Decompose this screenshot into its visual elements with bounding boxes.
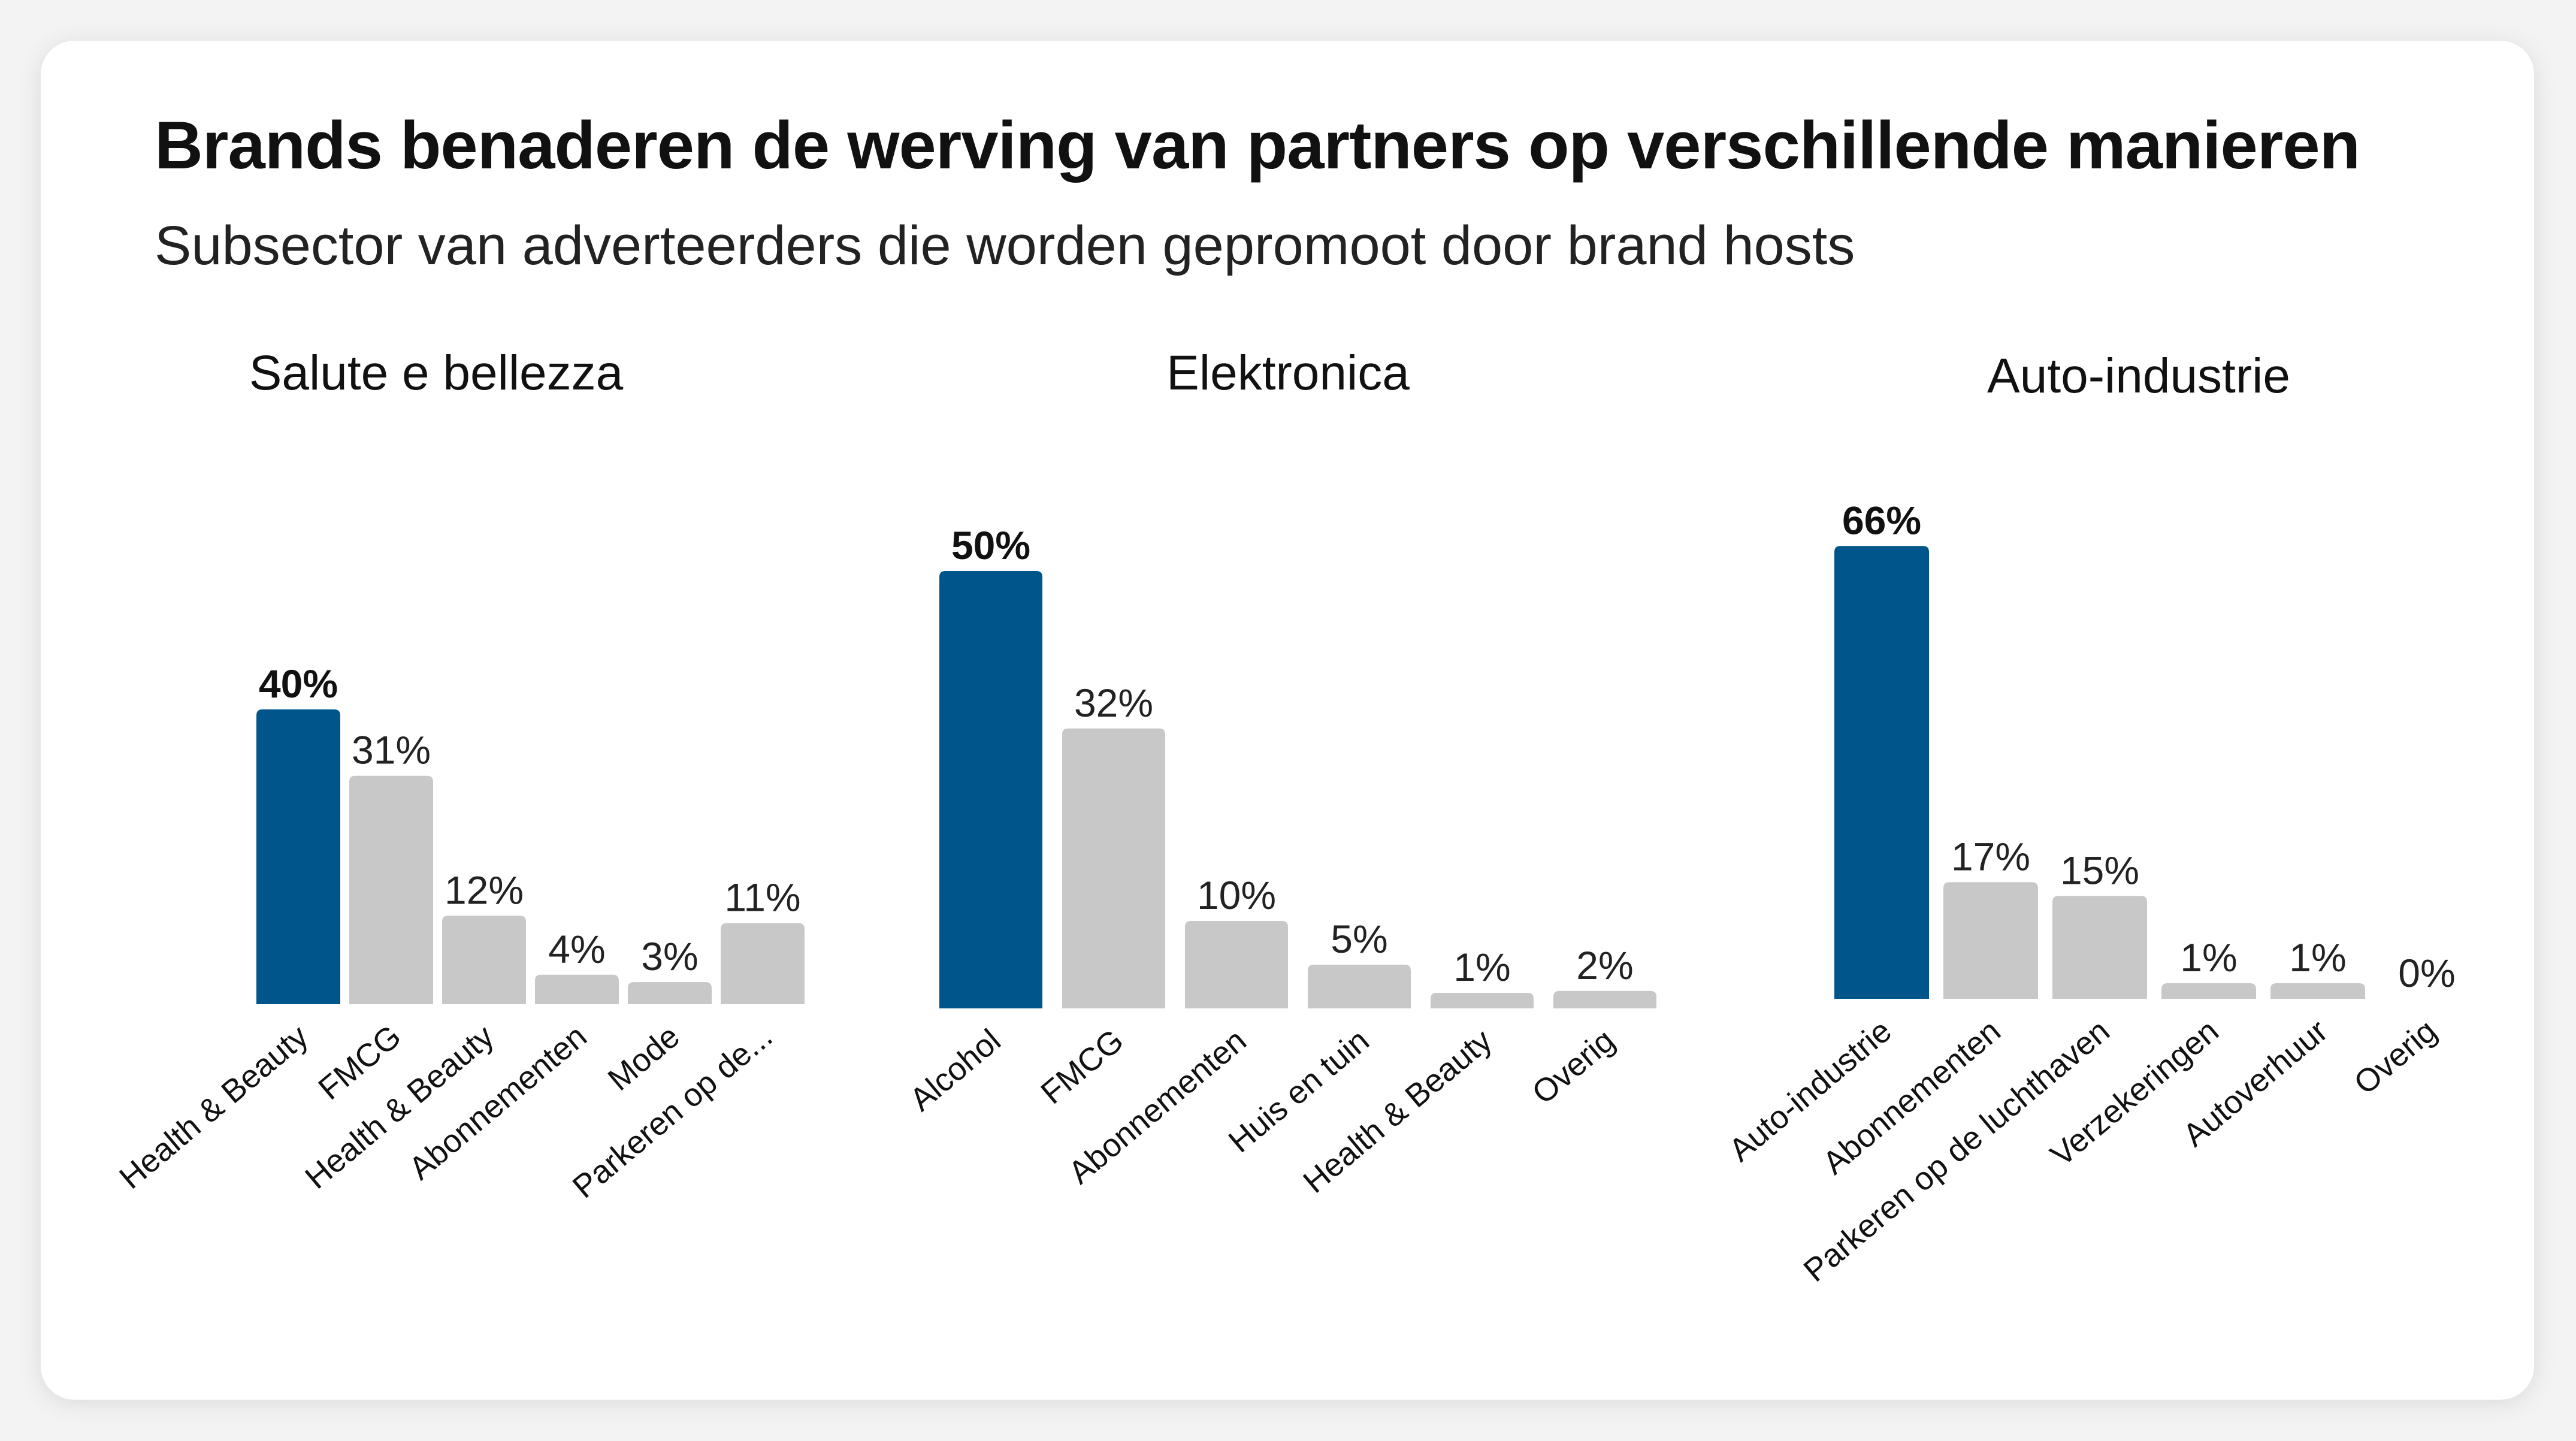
value-label-1-2: 31% bbox=[352, 728, 431, 772]
bar-1-3 bbox=[442, 916, 526, 1004]
value-label-1-3: 12% bbox=[445, 868, 524, 912]
chart-card: Brands benaderen de werving van partners… bbox=[41, 41, 2534, 1400]
bar-1-4 bbox=[535, 974, 619, 1004]
category-label-2-2: FMCG bbox=[1034, 1022, 1130, 1111]
value-label-3-2: 17% bbox=[1951, 834, 2030, 878]
chart-subtitle: Subsector van adverteerders die worden g… bbox=[155, 215, 1855, 276]
value-label-3-4: 1% bbox=[2180, 935, 2237, 980]
bar-2-4 bbox=[1308, 965, 1411, 1008]
value-label-2-3: 10% bbox=[1197, 873, 1276, 917]
value-label-1-1: 40% bbox=[259, 661, 338, 706]
bar-3-5 bbox=[2270, 983, 2365, 999]
bar-2-6 bbox=[1553, 990, 1656, 1008]
category-label-3-6: Overig bbox=[2347, 1013, 2443, 1101]
panel-title-2: Elektronica bbox=[1166, 346, 1410, 400]
bar-2-2 bbox=[1062, 728, 1165, 1008]
chart-panel-3: Auto-industrie66%Auto-industrie17%Abonne… bbox=[1722, 349, 2456, 1289]
bar-3-1 bbox=[1834, 546, 1929, 999]
bar-1-5 bbox=[628, 982, 712, 1004]
value-label-1-5: 3% bbox=[641, 934, 698, 978]
value-label-3-5: 1% bbox=[2289, 935, 2346, 980]
bar-1-2 bbox=[349, 775, 433, 1004]
category-label-2-6: Overig bbox=[1525, 1022, 1621, 1111]
bar-2-5 bbox=[1431, 993, 1534, 1008]
bar-1-1 bbox=[256, 709, 340, 1004]
category-label-2-1: Alcohol bbox=[903, 1022, 1007, 1118]
chart-panel-2: Elektronica50%Alcohol32%FMCG10%Abonnemen… bbox=[903, 346, 1656, 1200]
category-label-1-5: Mode bbox=[601, 1018, 687, 1098]
value-label-2-5: 1% bbox=[1453, 945, 1510, 989]
panel-title-3: Auto-industrie bbox=[1987, 349, 2290, 403]
bar-3-4 bbox=[2161, 983, 2256, 999]
bar-3-3 bbox=[2052, 896, 2147, 999]
value-label-3-6: 0% bbox=[2398, 951, 2455, 995]
value-label-1-4: 4% bbox=[548, 927, 605, 971]
bar-2-3 bbox=[1185, 921, 1288, 1008]
bar-2-1 bbox=[939, 571, 1042, 1008]
value-label-1-6: 11% bbox=[724, 875, 800, 920]
bar-1-6 bbox=[721, 923, 805, 1004]
panel-title-1: Salute e bellezza bbox=[249, 346, 624, 400]
value-label-2-6: 2% bbox=[1576, 943, 1633, 987]
chart-title: Brands benaderen de werving van partners… bbox=[155, 108, 2360, 183]
value-label-2-2: 32% bbox=[1074, 681, 1153, 725]
value-label-2-1: 50% bbox=[951, 523, 1030, 567]
category-label-1-1: Health & Beauty bbox=[113, 1018, 315, 1196]
value-label-2-4: 5% bbox=[1331, 917, 1387, 961]
bar-3-2 bbox=[1943, 882, 2038, 999]
value-label-3-3: 15% bbox=[2060, 848, 2139, 892]
value-label-3-1: 66% bbox=[1842, 498, 1921, 542]
